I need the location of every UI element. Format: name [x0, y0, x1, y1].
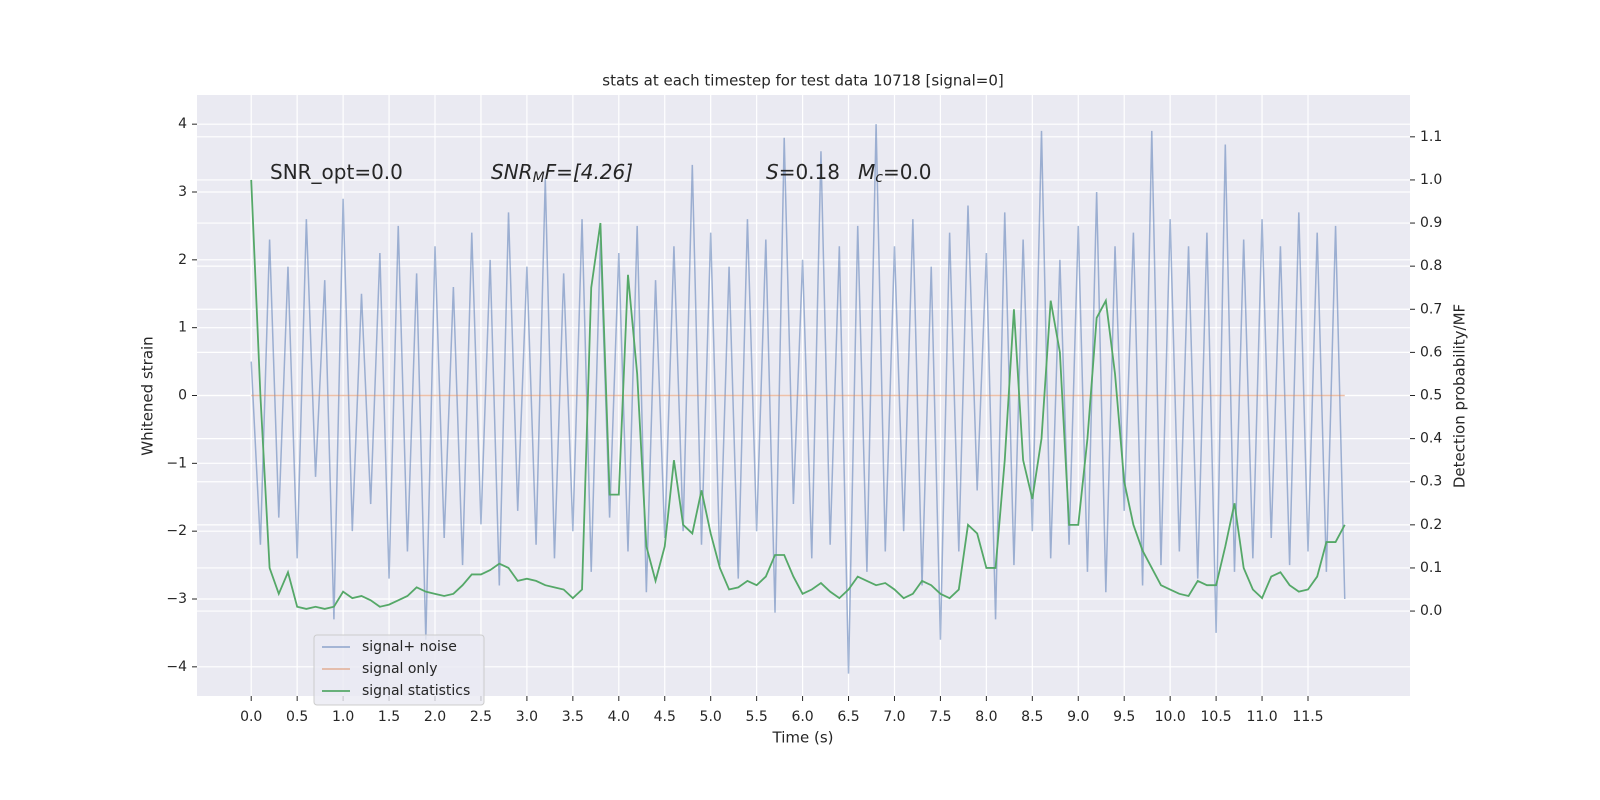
x-tick-label: 9.0 — [1067, 709, 1089, 725]
legend-box — [313, 634, 485, 706]
x-tick-label: 6.0 — [791, 709, 813, 725]
x-tick-label: 8.0 — [975, 709, 997, 725]
x-tick-label: 2.0 — [424, 709, 446, 725]
annotation-part: SNR — [491, 160, 533, 184]
y-tick-label: −3 — [166, 591, 187, 607]
series-line — [250, 179, 1346, 610]
x-tick-label: 0.5 — [286, 709, 308, 725]
y2-tick-label: 1.1 — [1420, 129, 1442, 145]
y2-tick-label: 0.2 — [1420, 517, 1442, 533]
y-tick-label: 2 — [178, 252, 187, 268]
x-tick-label: 8.5 — [1021, 709, 1043, 725]
y-tick-label: 0 — [178, 388, 187, 404]
x-tick-label: 0.0 — [240, 709, 262, 725]
y2-tick-label: 0.9 — [1420, 215, 1442, 231]
x-tick-label: 11.5 — [1292, 709, 1323, 725]
series-group — [250, 124, 1346, 674]
y-tick-label: 4 — [178, 116, 187, 132]
series-line — [250, 124, 1346, 674]
x-tick-label: 5.5 — [746, 709, 768, 725]
x-tick-label: 4.0 — [608, 709, 630, 725]
y2-tick-label: 0.1 — [1420, 560, 1442, 576]
x-tick-label: 7.5 — [929, 709, 951, 725]
x-tick-label: 10.5 — [1201, 709, 1232, 725]
y2-tick-label: 0.7 — [1420, 301, 1442, 317]
y-tick-label: 1 — [178, 320, 187, 336]
y2-tick-label: 0.4 — [1420, 431, 1442, 447]
y-tick-label: −1 — [166, 455, 187, 471]
annotation-part: M — [533, 170, 545, 186]
y2-tick-label: 1.0 — [1420, 172, 1442, 188]
y2-tick-label: 0.0 — [1420, 603, 1442, 619]
x-tick-label: 9.5 — [1113, 709, 1135, 725]
y-axis-label: Whitened strain — [139, 336, 157, 455]
x-tick-label: 1.5 — [378, 709, 400, 725]
y2-tick-label: 0.8 — [1420, 258, 1442, 274]
y2-tick-label: 0.5 — [1420, 388, 1442, 404]
annotation-part: =0.0 — [883, 160, 932, 184]
x-axis-label: Time (s) — [772, 729, 834, 747]
x-tick-label: 10.0 — [1155, 709, 1186, 725]
annotation-part: c — [875, 170, 883, 186]
y-tick-label: 3 — [178, 184, 187, 200]
annotation-part: M — [858, 160, 875, 184]
annotation: SNR_opt=0.0 — [270, 160, 403, 184]
y2-tick-label: 0.3 — [1420, 474, 1442, 490]
annotation: SNRMF=[4.26] — [491, 160, 633, 187]
x-tick-label: 6.5 — [837, 709, 859, 725]
chart-title: stats at each timestep for test data 107… — [602, 72, 1003, 90]
annotation-part: =0.18 — [779, 160, 840, 184]
y-tick-label: −4 — [166, 659, 187, 675]
x-tick-label: 7.0 — [883, 709, 905, 725]
x-tick-label: 3.5 — [562, 709, 584, 725]
legend-label: signal+ noise — [362, 639, 457, 655]
annotation-part: F=[4.26] — [545, 160, 633, 184]
y2-axis-label: Detection probability/MF — [1451, 304, 1469, 488]
legend-label: signal statistics — [362, 683, 470, 699]
annotation-part: SNR_opt=0.0 — [270, 160, 403, 184]
annotation: S=0.18 — [766, 160, 840, 184]
x-tick-label: 5.0 — [700, 709, 722, 725]
annotation: Mc=0.0 — [858, 160, 932, 187]
x-tick-label: 4.5 — [654, 709, 676, 725]
x-tick-label: 2.5 — [470, 709, 492, 725]
x-tick-label: 3.0 — [516, 709, 538, 725]
x-tick-label: 1.0 — [332, 709, 354, 725]
x-tick-label: 11.0 — [1246, 709, 1277, 725]
annotation-part: S — [766, 160, 779, 184]
y-tick-label: −2 — [166, 523, 187, 539]
legend-label: signal only — [362, 661, 437, 677]
y2-tick-label: 0.6 — [1420, 344, 1442, 360]
